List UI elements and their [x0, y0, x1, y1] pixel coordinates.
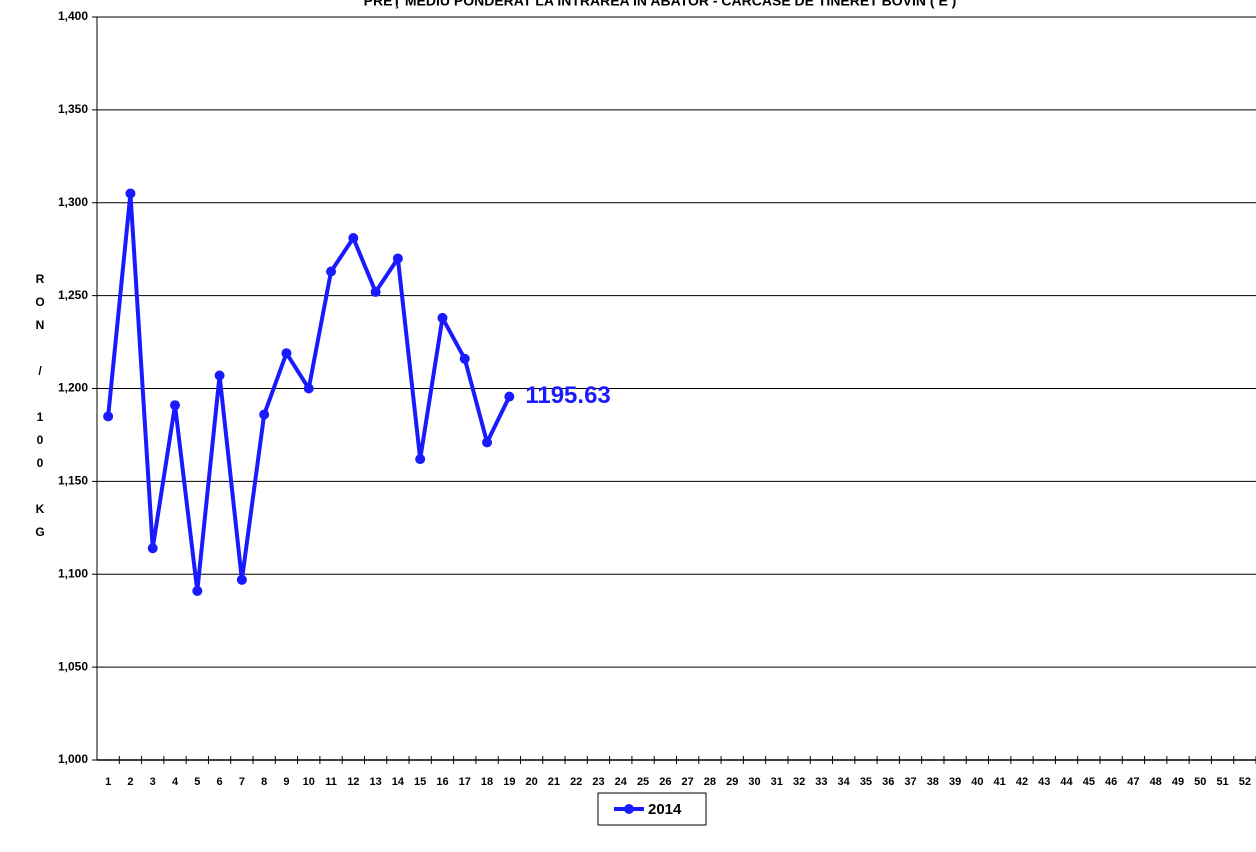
y-axis-label-char [38, 479, 41, 493]
x-tick-label: 48 [1150, 776, 1162, 788]
x-tick-label: 28 [704, 776, 716, 788]
data-point [170, 400, 181, 411]
chart-title: PREŢ MEDIU PONDERAT LA INTRAREA ÎN ABATO… [364, 0, 957, 9]
x-tick-label: 41 [994, 776, 1006, 788]
x-tick-label: 37 [904, 776, 916, 788]
y-tick-label: 1,400 [58, 9, 88, 23]
x-tick-label: 16 [436, 776, 448, 788]
y-tick-label: 1,200 [58, 381, 88, 395]
x-tick-label: 10 [303, 776, 315, 788]
x-tick-label: 5 [194, 776, 200, 788]
x-tick-label: 11 [325, 776, 337, 788]
x-tick-label: 40 [971, 776, 983, 788]
x-tick-label: 31 [771, 776, 783, 788]
x-tick-label: 3 [150, 776, 156, 788]
y-tick-label: 1,100 [58, 566, 88, 580]
x-tick-label: 14 [392, 776, 405, 788]
y-axis-label-char: G [35, 525, 44, 539]
x-tick-label: 23 [592, 776, 604, 788]
x-tick-label: 34 [838, 776, 851, 788]
data-point [370, 286, 381, 297]
data-point [504, 391, 515, 402]
x-tick-label: 21 [548, 776, 560, 788]
x-tick-label: 50 [1194, 776, 1206, 788]
x-tick-label: 46 [1105, 776, 1117, 788]
data-point [259, 409, 270, 420]
x-tick-label: 12 [347, 776, 359, 788]
x-tick-label: 33 [815, 776, 827, 788]
data-point [392, 253, 403, 264]
data-point [303, 383, 314, 394]
data-point [192, 585, 203, 596]
data-point [103, 411, 114, 422]
x-tick-label: 1 [105, 776, 111, 788]
x-tick-label: 13 [369, 776, 381, 788]
x-tick-label: 47 [1127, 776, 1139, 788]
x-tick-label: 22 [570, 776, 582, 788]
y-tick-label: 1,300 [58, 195, 88, 209]
y-axis-label-char: N [36, 318, 45, 332]
x-tick-label: 38 [927, 776, 939, 788]
x-tick-label: 42 [1016, 776, 1028, 788]
x-tick-label: 35 [860, 776, 872, 788]
legend-marker [624, 804, 634, 814]
x-tick-label: 17 [459, 776, 471, 788]
y-tick-label: 1,350 [58, 102, 88, 116]
y-tick-label: 1,050 [58, 659, 88, 673]
y-axis-label-char: R [36, 272, 45, 286]
y-axis-label-char: 0 [37, 456, 44, 470]
x-tick-label: 36 [882, 776, 894, 788]
x-tick-label: 19 [503, 776, 515, 788]
data-label: 1195.63 [525, 382, 610, 409]
x-tick-label: 4 [172, 776, 179, 788]
x-tick-label: 27 [682, 776, 694, 788]
x-tick-label: 20 [526, 776, 538, 788]
data-point [326, 266, 337, 277]
x-tick-label: 25 [637, 776, 649, 788]
x-tick-label: 30 [748, 776, 760, 788]
x-tick-label: 39 [949, 776, 961, 788]
data-point [236, 574, 247, 585]
x-tick-label: 45 [1083, 776, 1095, 788]
data-point [437, 312, 448, 323]
x-tick-label: 15 [414, 776, 426, 788]
x-tick-label: 7 [239, 776, 245, 788]
y-tick-label: 1,000 [58, 752, 88, 766]
x-tick-label: 8 [261, 776, 267, 788]
data-point [348, 233, 359, 244]
y-axis-label-char: 0 [37, 433, 44, 447]
y-axis-label-char: O [35, 295, 44, 309]
data-point [415, 454, 426, 465]
x-tick-label: 43 [1038, 776, 1050, 788]
x-tick-label: 26 [659, 776, 671, 788]
x-tick-label: 2 [127, 776, 133, 788]
y-axis-label-char [38, 341, 41, 355]
data-point [482, 437, 493, 448]
x-tick-label: 49 [1172, 776, 1184, 788]
y-axis-label-char [38, 387, 41, 401]
x-tick-label: 6 [217, 776, 223, 788]
x-tick-label: 52 [1239, 776, 1251, 788]
data-point [147, 543, 158, 554]
legend-label: 2014 [648, 801, 682, 818]
y-tick-label: 1,150 [58, 474, 88, 488]
data-point [125, 188, 136, 199]
y-axis-label-char: K [36, 502, 45, 516]
data-point [214, 370, 225, 381]
y-axis-label-char: / [38, 364, 42, 378]
x-tick-label: 18 [481, 776, 493, 788]
x-tick-label: 29 [726, 776, 738, 788]
data-point [459, 353, 470, 364]
data-point [281, 348, 292, 359]
y-axis-label-char: 1 [37, 410, 44, 424]
x-tick-label: 44 [1060, 776, 1073, 788]
y-tick-label: 1,250 [58, 288, 88, 302]
x-tick-label: 51 [1216, 776, 1228, 788]
x-tick-label: 9 [283, 776, 289, 788]
x-tick-label: 32 [793, 776, 805, 788]
x-tick-label: 24 [615, 776, 628, 788]
